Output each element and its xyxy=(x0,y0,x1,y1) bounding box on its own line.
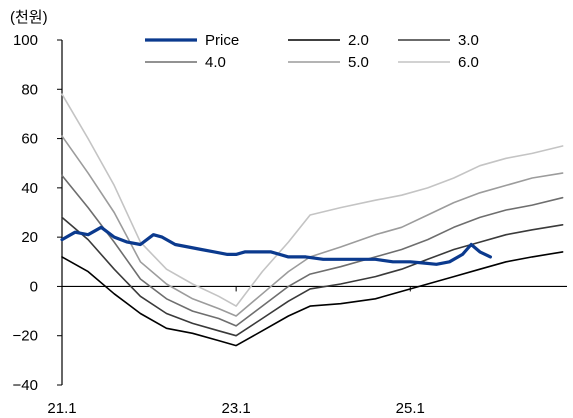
series-line-6-0 xyxy=(61,93,564,307)
y-unit-label: (천원) xyxy=(10,9,48,26)
legend-label: 6.0 xyxy=(458,54,479,71)
legend-label: 5.0 xyxy=(348,54,369,71)
x-tick-label: 25.1 xyxy=(396,400,425,417)
series-line-2-0 xyxy=(61,251,564,347)
y-tick-label: −40 xyxy=(13,377,38,394)
y-tick-label: −20 xyxy=(13,328,38,345)
y-tick-label: 20 xyxy=(21,229,38,246)
legend-label: 3.0 xyxy=(458,32,479,49)
y-tick-label: 40 xyxy=(21,180,38,197)
y-tick-label: 0 xyxy=(30,278,38,295)
legend-label: 2.0 xyxy=(348,32,369,49)
series-line-price xyxy=(60,225,492,266)
series-line-4-0 xyxy=(61,174,564,327)
series-line-3-0 xyxy=(61,216,564,337)
x-tick-label: 23.1 xyxy=(222,400,251,417)
y-tick-label: 80 xyxy=(21,81,38,98)
series-line-5-0 xyxy=(61,135,564,317)
legend-label: Price xyxy=(205,32,239,49)
y-tick-label: 60 xyxy=(21,131,38,148)
legend: Price 2.0 3.0 4.0 5.0 6.0 xyxy=(145,32,479,71)
x-tick-label: 21.1 xyxy=(47,400,76,417)
axes: 100 80 60 40 20 0 −20 −40 21.1 23.1 25.1 xyxy=(13,32,567,417)
series-layer xyxy=(60,93,564,347)
y-tick-label: 100 xyxy=(13,32,38,49)
legend-label: 4.0 xyxy=(205,54,226,71)
